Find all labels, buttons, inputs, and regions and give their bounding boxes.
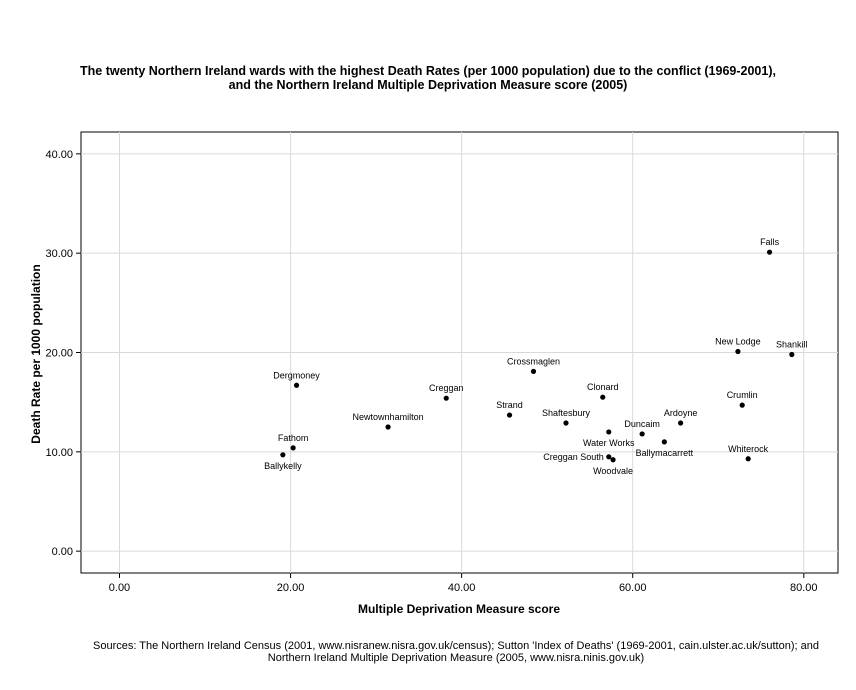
data-point — [385, 424, 391, 430]
point-label: New Lodge — [715, 337, 761, 347]
data-point — [280, 452, 286, 458]
point-label: Dergmoney — [273, 370, 320, 380]
data-point — [290, 445, 296, 451]
data-point — [739, 402, 745, 408]
source-line-1: Sources: The Northern Ireland Census (20… — [93, 640, 819, 652]
point-label: Newtownhamilton — [353, 412, 424, 422]
y-axis-label: Death Rate per 1000 population — [29, 264, 43, 443]
data-point — [530, 368, 537, 374]
source-note: Sources: The Northern Ireland Census (20… — [0, 640, 856, 664]
y-tick-label: 40.00 — [45, 149, 73, 161]
data-point — [661, 439, 667, 445]
point-label: Woodvale — [593, 466, 633, 476]
x-tick-label: 80.00 — [790, 582, 818, 594]
source-line-2: Northern Ireland Multiple Deprivation Me… — [267, 652, 645, 664]
data-point — [610, 457, 616, 463]
point-label: Strand — [496, 400, 523, 410]
point-label: Clonard — [587, 382, 619, 392]
data-point — [563, 420, 569, 426]
data-point — [789, 351, 795, 358]
point-label: Creggan South — [543, 452, 604, 462]
chart-title: The twenty Northern Ireland wards with t… — [0, 64, 856, 92]
data-point — [606, 429, 612, 435]
point-label: Whiterock — [728, 444, 769, 454]
y-tick-label: 20.00 — [45, 348, 73, 360]
data-point — [766, 249, 773, 255]
x-axis-label: Multiple Deprivation Measure score — [358, 602, 560, 616]
data-point — [600, 394, 606, 400]
x-tick-label: 20.00 — [277, 582, 305, 594]
y-axis-ticks: 0.00 10.00 20.00 30.00 40.00 — [45, 149, 81, 558]
y-tick-label: 0.00 — [52, 546, 73, 558]
point-label: Water Works — [583, 438, 635, 448]
data-point — [735, 348, 741, 355]
y-tick-label: 30.00 — [45, 248, 73, 260]
chart-title-line-2: and the Northern Ireland Multiple Depriv… — [228, 78, 628, 92]
point-label: Fathom — [278, 433, 309, 443]
y-tick-label: 10.00 — [45, 447, 73, 459]
point-label: Duncaim — [624, 419, 660, 429]
data-points: Falls New Lodge Shankill Dergmoney Crossmagl… — [264, 237, 807, 476]
point-label: Ardoyne — [664, 408, 698, 418]
data-point — [745, 456, 751, 462]
point-label: Ballymacarrett — [636, 448, 694, 458]
point-label: Ballykelly — [264, 461, 302, 471]
x-tick-label: 40.00 — [448, 582, 476, 594]
data-point — [606, 454, 612, 460]
x-tick-label: 60.00 — [619, 582, 647, 594]
point-label: Shankill — [776, 339, 808, 349]
point-label: Falls — [760, 237, 780, 247]
point-label: Creggan — [429, 383, 464, 393]
data-point — [678, 420, 684, 426]
data-point — [639, 431, 645, 437]
chart-title-line-1: The twenty Northern Ireland wards with t… — [80, 64, 776, 78]
point-label: Crossmaglen — [507, 356, 560, 366]
data-point — [443, 395, 449, 401]
data-point — [506, 412, 513, 418]
data-point — [293, 382, 300, 388]
x-tick-label: 0.00 — [109, 582, 130, 594]
grid-lines — [81, 132, 838, 573]
point-label: Shaftesbury — [542, 408, 591, 418]
x-axis-ticks: 0.00 20.00 40.00 60.00 80.00 — [109, 573, 818, 594]
point-label: Crumlin — [727, 390, 758, 400]
